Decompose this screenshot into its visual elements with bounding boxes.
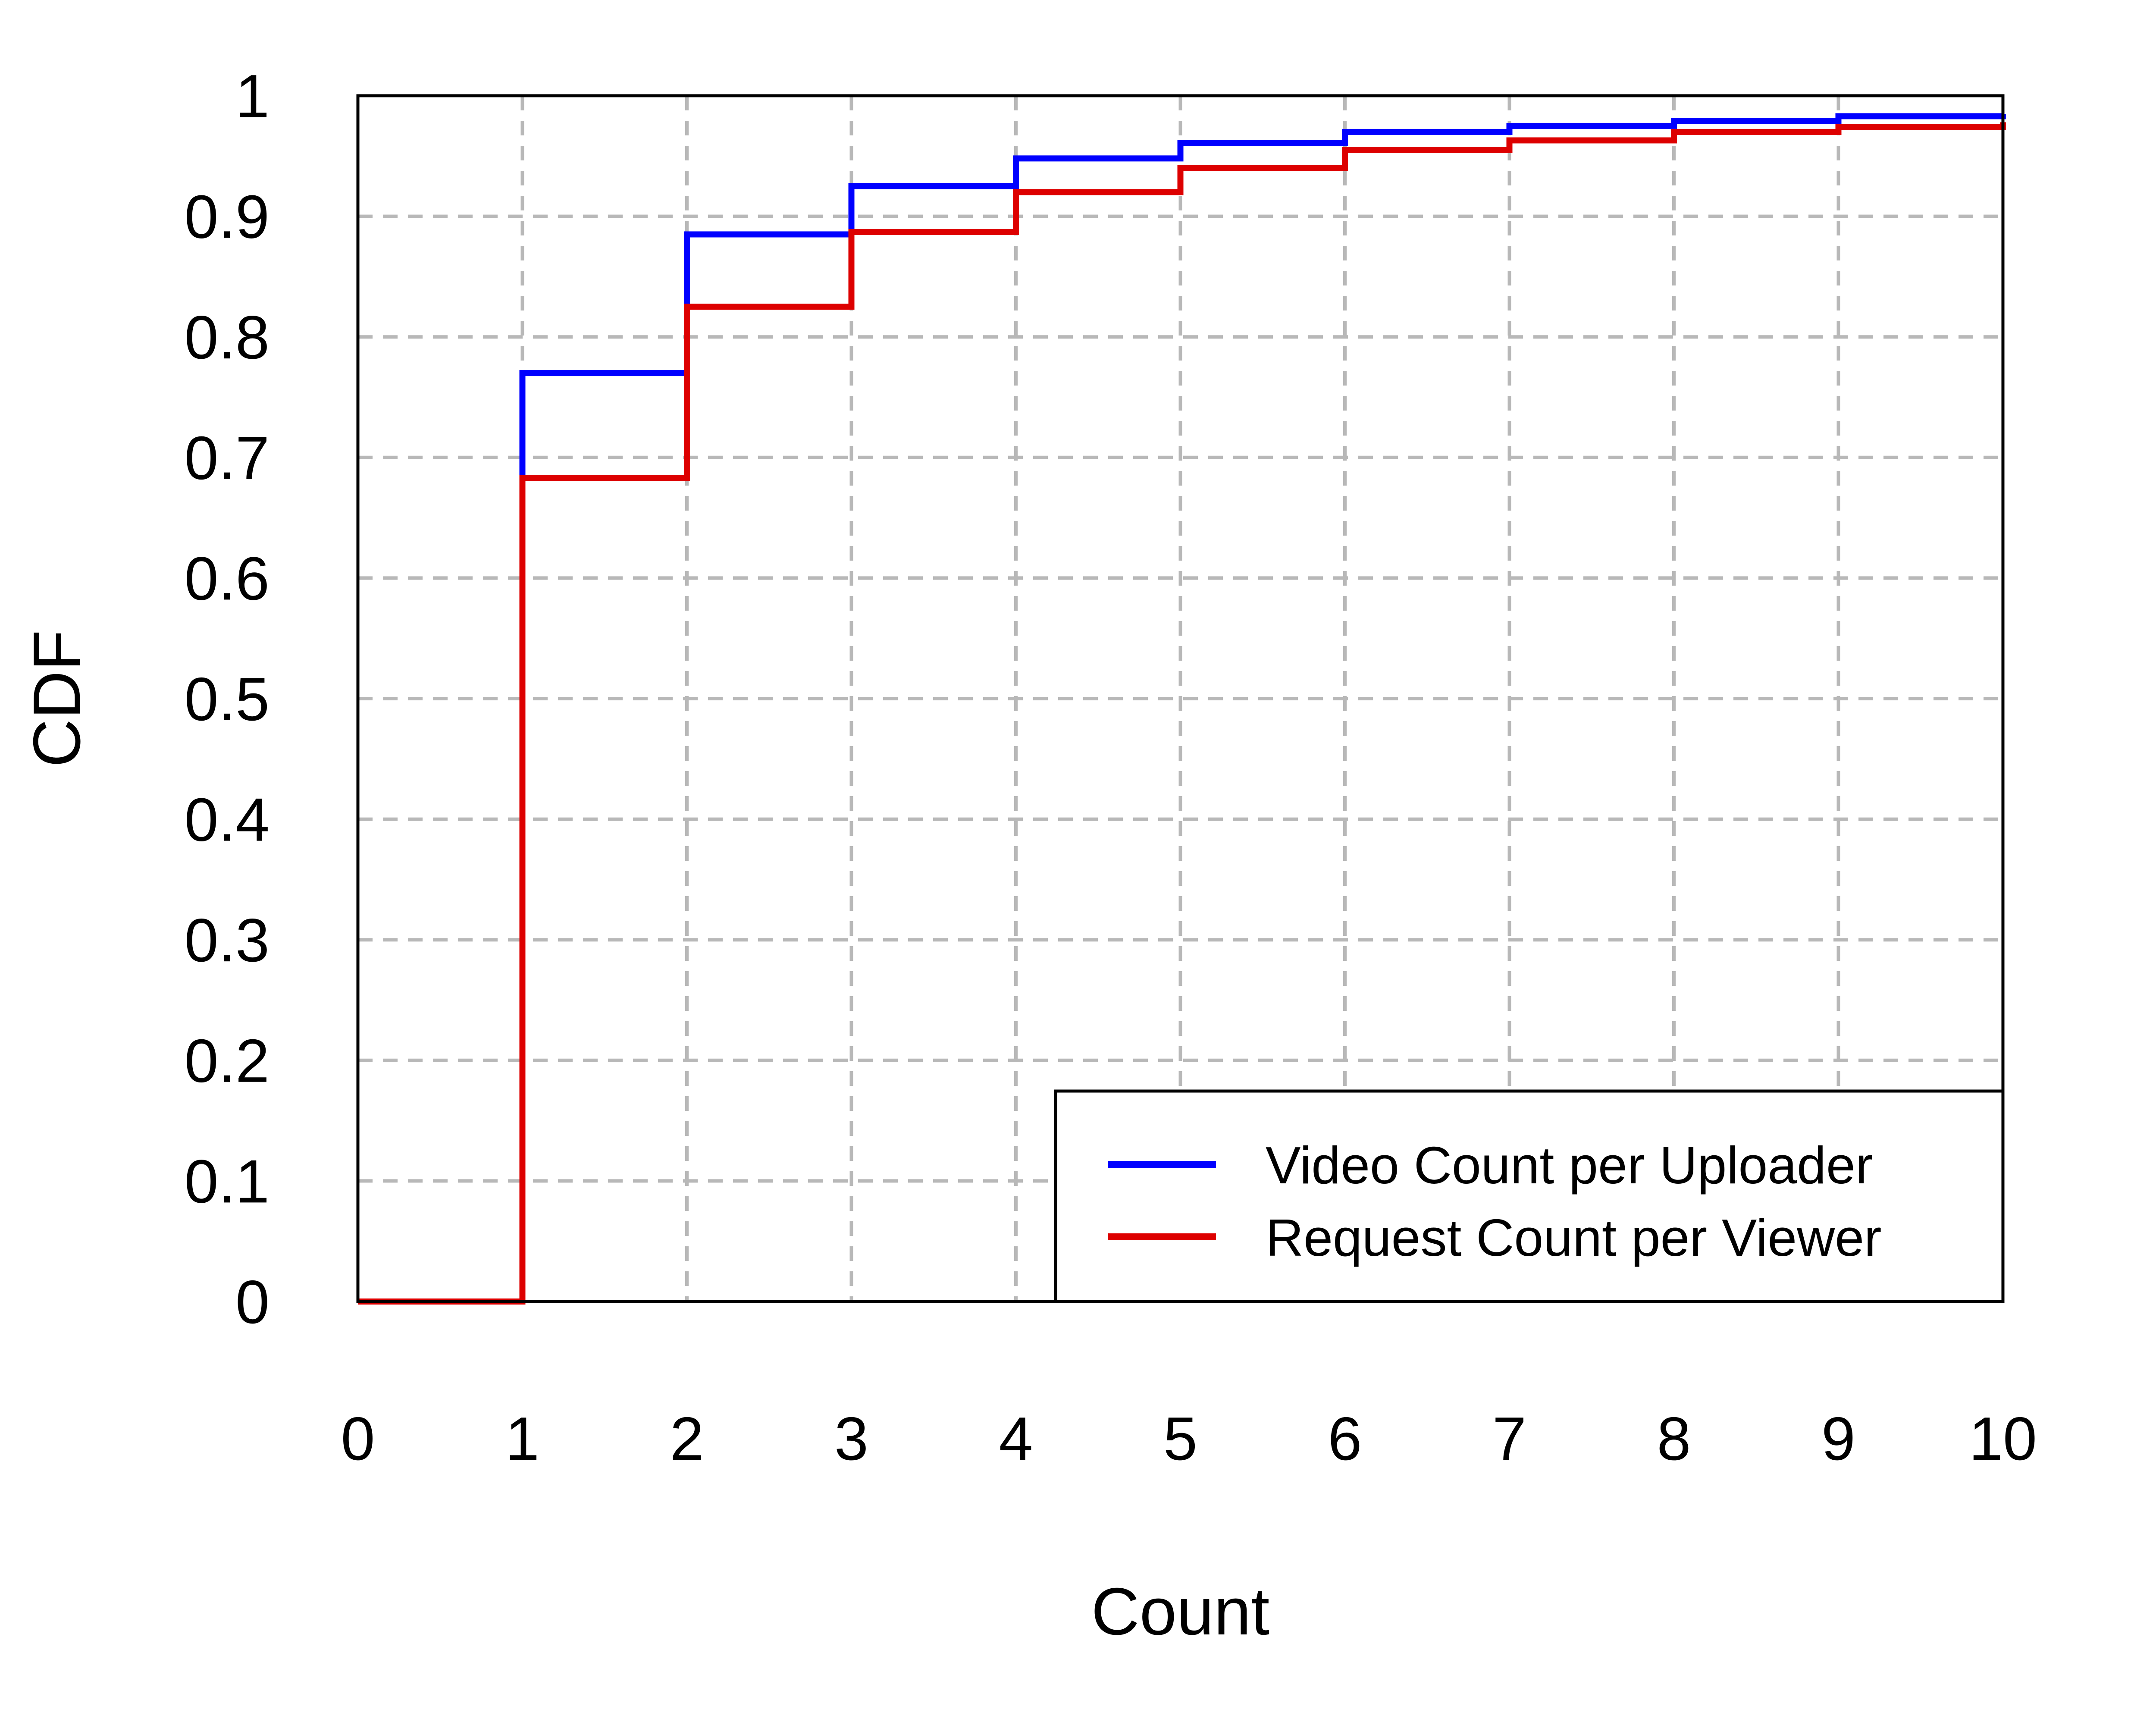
y-tick-label-7: 0.7 [185,424,270,492]
x-tick-label-10: 10 [1969,1405,2037,1473]
x-tick-label-1: 1 [505,1405,539,1473]
y-tick-label-0: 0 [235,1268,270,1336]
y-tick-label-10: 1 [235,62,270,131]
legend: Video Count per Uploader Request Count p… [1054,1089,2005,1303]
y-tick-label-5: 0.5 [185,665,270,734]
series-line-1 [358,122,2006,1305]
x-tick-label-9: 9 [1821,1405,1855,1473]
x-tick-labels: 0 1 2 3 4 5 6 7 8 9 10 [341,1405,2037,1473]
series-lines [358,113,2006,1305]
y-tick-label-3: 0.3 [185,906,270,975]
y-tick-label-8: 0.8 [185,303,270,372]
x-tick-label-8: 8 [1657,1405,1691,1473]
legend-label-request: Request Count per Viewer [1266,1208,1882,1267]
y-tick-label-9: 0.9 [185,183,270,251]
y-tick-label-1: 0.1 [185,1147,270,1216]
legend-label-video: Video Count per Uploader [1266,1136,1873,1195]
y-tick-labels: 0 0.1 0.2 0.3 0.4 0.5 0.6 0.7 0.8 0.9 1 [185,62,270,1336]
x-tick-label-3: 3 [834,1405,868,1473]
y-tick-label-6: 0.6 [185,544,270,613]
x-tick-label-2: 2 [670,1405,704,1473]
y-tick-label-4: 0.4 [185,786,270,854]
x-tick-label-7: 7 [1492,1405,1526,1473]
x-axis-title: Count [1091,1574,1270,1649]
legend-box [1054,1089,2005,1303]
y-axis-title: CDF [19,630,94,768]
x-tick-label-0: 0 [341,1405,375,1473]
x-tick-label-6: 6 [1328,1405,1362,1473]
x-tick-label-5: 5 [1163,1405,1197,1473]
x-tick-label-4: 4 [999,1405,1033,1473]
y-tick-label-2: 0.2 [185,1027,270,1095]
